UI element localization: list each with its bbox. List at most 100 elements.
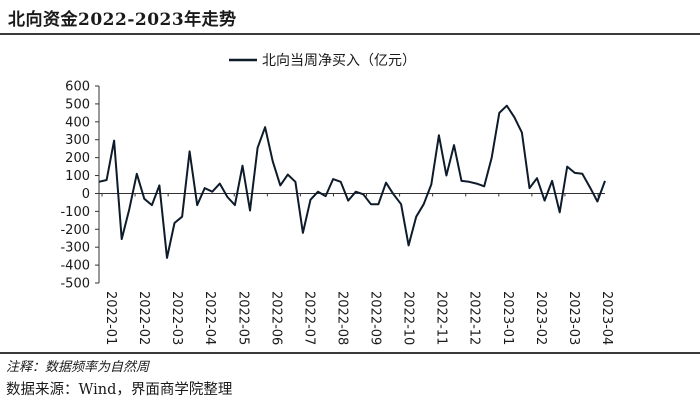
x-tick-label: 2022-06 xyxy=(268,291,283,345)
data-point xyxy=(242,165,244,167)
data-point xyxy=(393,193,395,195)
y-axis: 600 500 400 300 200 100 0 -100 -200 -300 -400 -500 xyxy=(60,80,100,292)
data-point xyxy=(189,150,191,152)
data-point xyxy=(264,126,266,128)
data-point xyxy=(513,116,515,118)
data-point xyxy=(498,112,500,114)
data-point xyxy=(98,181,100,183)
data-point xyxy=(483,185,485,187)
data-point xyxy=(325,195,327,197)
x-tick-label: 2022-01 xyxy=(103,291,118,345)
data-point xyxy=(476,183,478,185)
data-point xyxy=(151,204,153,206)
data-point xyxy=(355,191,357,193)
footer-divider xyxy=(0,352,700,354)
data-point xyxy=(340,181,342,183)
title-divider xyxy=(0,33,700,35)
y-tick-label: 300 xyxy=(65,133,90,148)
data-point xyxy=(468,181,470,183)
data-point xyxy=(136,173,138,175)
x-axis: 2022-01 2022-02 2022-03 2022-04 2022-05 2022-… xyxy=(99,192,614,345)
line-chart: 北向当周净买入（亿元） 600 500 400 300 200 100 0 -100 -200 -… xyxy=(60,53,614,345)
data-point xyxy=(279,184,281,186)
data-point xyxy=(317,191,319,193)
data-point xyxy=(438,134,440,136)
y-tick-label: -400 xyxy=(60,259,90,274)
x-tick-label: 2022-03 xyxy=(169,291,184,345)
data-point xyxy=(121,238,123,240)
y-tick-label: 200 xyxy=(65,151,90,166)
x-tick-label: 2022-11 xyxy=(434,291,449,345)
data-point xyxy=(128,209,130,211)
y-tick-label: -100 xyxy=(60,205,90,220)
data-point xyxy=(249,210,251,212)
x-tick-label: 2022-08 xyxy=(334,291,349,345)
data-point xyxy=(596,201,598,203)
data-point xyxy=(408,244,410,246)
data-point xyxy=(219,183,221,185)
x-tick-label: 2022-12 xyxy=(467,291,482,345)
x-tick-label: 2023-04 xyxy=(599,291,614,345)
y-tick-label: -200 xyxy=(60,223,90,238)
source-note: 数据来源：Wind，界面商学院整理 xyxy=(6,382,233,398)
data-point xyxy=(294,181,296,183)
y-tick-label: 0 xyxy=(82,187,90,202)
data-point xyxy=(423,203,425,205)
data-point xyxy=(377,203,379,205)
data-point xyxy=(204,187,206,189)
data-point xyxy=(430,184,432,186)
x-tick-label: 2022-05 xyxy=(235,291,250,345)
data-point xyxy=(551,180,553,182)
data-point xyxy=(581,173,583,175)
data-point xyxy=(453,144,455,146)
data-point xyxy=(143,198,145,200)
data-point xyxy=(302,232,304,234)
data-point xyxy=(559,211,561,213)
legend-label: 北向当周净买入（亿元） xyxy=(262,53,416,69)
x-tick-label: 2022-02 xyxy=(136,291,151,345)
x-tick-label: 2022-09 xyxy=(368,291,383,345)
data-point xyxy=(347,200,349,202)
x-tick-label: 2023-01 xyxy=(500,291,515,345)
data-point xyxy=(461,180,463,182)
x-tick-label: 2023-03 xyxy=(566,291,581,345)
data-point xyxy=(536,177,538,179)
footnote: 注释：数据频率为自然周 xyxy=(6,360,150,375)
x-tick-label: 2022-04 xyxy=(202,291,217,345)
x-tick-label: 2023-02 xyxy=(533,291,548,345)
page-title: 北向资金2022-2023年走势 xyxy=(8,10,237,30)
data-point xyxy=(385,182,387,184)
y-tick-label: -500 xyxy=(60,277,90,292)
data-point xyxy=(604,180,606,182)
y-tick-label: 600 xyxy=(65,80,90,95)
data-point xyxy=(521,132,523,134)
data-point xyxy=(181,216,183,218)
data-point xyxy=(445,175,447,177)
data-point xyxy=(106,179,108,181)
series-group xyxy=(98,104,606,259)
chart-legend: 北向当周净买入（亿元） xyxy=(229,53,416,69)
data-point xyxy=(589,186,591,188)
y-tick-label: 500 xyxy=(65,97,90,112)
data-point xyxy=(332,178,334,180)
data-point xyxy=(158,184,160,186)
data-point xyxy=(574,172,576,174)
y-tick-label: 400 xyxy=(65,115,90,130)
data-point xyxy=(362,193,364,195)
data-point xyxy=(544,200,546,202)
x-tick-label: 2022-07 xyxy=(301,291,316,345)
data-point xyxy=(211,191,213,193)
y-tick-label: -300 xyxy=(60,241,90,256)
data-point xyxy=(166,257,168,259)
series-line xyxy=(98,104,606,259)
title-bar: 北向资金2022-2023年走势 xyxy=(0,0,700,35)
data-point xyxy=(415,216,417,218)
data-point xyxy=(529,187,531,189)
data-point xyxy=(257,147,259,149)
data-point xyxy=(272,160,274,162)
data-point xyxy=(566,166,568,168)
y-tick-label: 100 xyxy=(65,169,90,184)
data-point xyxy=(506,105,508,107)
data-point xyxy=(196,204,198,206)
x-tick-label: 2022-10 xyxy=(401,291,416,345)
